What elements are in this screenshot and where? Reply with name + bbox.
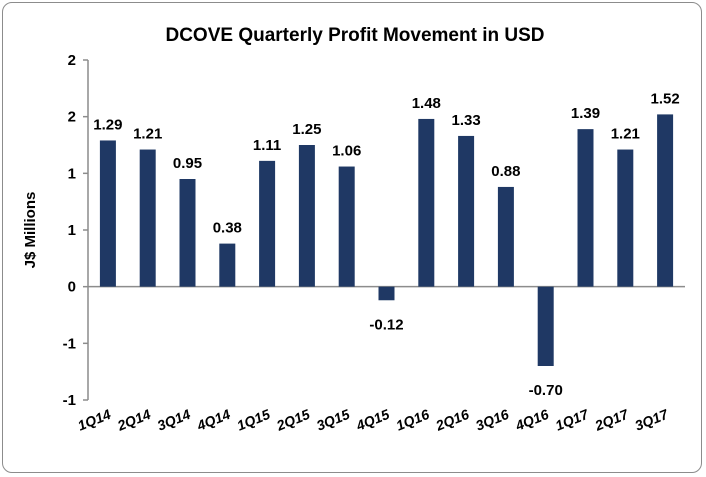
bar-2Q15 xyxy=(298,145,315,287)
bar-4Q14 xyxy=(219,243,236,287)
y-tick-label: 1 xyxy=(68,165,76,182)
x-tick-label: 4Q14 xyxy=(194,406,233,434)
y-tick-label: -1 xyxy=(63,392,76,409)
bar-3Q15 xyxy=(338,166,355,287)
x-tick-label: 2Q16 xyxy=(433,406,472,434)
x-tick-label: 3Q17 xyxy=(632,405,671,433)
x-tick-label: 3Q14 xyxy=(155,406,193,434)
bar-1Q14 xyxy=(99,140,116,287)
y-tick-label: -1 xyxy=(63,335,76,352)
x-tick-label: 2Q14 xyxy=(114,406,153,434)
data-label-1Q15: 1.11 xyxy=(253,137,281,154)
data-label-1Q14: 1.29 xyxy=(93,116,122,133)
x-tick-label: 1Q15 xyxy=(234,406,272,434)
data-label-3Q14: 0.95 xyxy=(173,155,202,172)
y-tick-label: 2 xyxy=(68,52,76,69)
data-label-3Q16: 0.88 xyxy=(491,163,520,180)
data-label-4Q16: -0.70 xyxy=(529,382,563,399)
x-tick-label: 4Q15 xyxy=(353,406,392,434)
chart-title: DCOVE Quarterly Profit Movement in USD xyxy=(165,25,544,46)
bar-1Q16 xyxy=(418,118,435,287)
data-label-1Q17: 1.39 xyxy=(571,105,600,122)
bar-1Q15 xyxy=(259,160,276,287)
data-label-2Q17: 1.21 xyxy=(611,126,640,143)
data-label-1Q16: 1.48 xyxy=(412,95,441,112)
data-label-4Q14: 0.38 xyxy=(213,220,242,237)
y-axis-label: J$ Millions xyxy=(22,192,39,269)
data-label-3Q15: 1.06 xyxy=(332,143,361,160)
data-label-3Q17: 1.52 xyxy=(650,90,679,107)
bar-1Q17 xyxy=(577,129,594,287)
y-tick-label: 1 xyxy=(68,222,76,239)
bar-4Q16 xyxy=(537,286,554,366)
x-tick-label: 1Q14 xyxy=(75,406,113,434)
bar-2Q14 xyxy=(139,149,156,287)
data-label-2Q16: 1.33 xyxy=(451,112,480,129)
bar-4Q15 xyxy=(378,286,395,301)
y-tick-label: 2 xyxy=(68,109,76,126)
data-label-2Q14: 1.21 xyxy=(133,126,162,143)
bar-3Q17 xyxy=(657,114,674,287)
x-tick-label: 1Q17 xyxy=(553,405,592,433)
x-tick-label: 2Q17 xyxy=(592,405,632,433)
data-label-2Q15: 1.25 xyxy=(292,121,321,138)
bar-2Q16 xyxy=(458,135,475,287)
data-label-4Q15: -0.12 xyxy=(369,316,403,333)
x-tick-label: 2Q15 xyxy=(273,406,312,434)
x-tick-label: 4Q16 xyxy=(512,406,551,434)
x-tick-label: 3Q15 xyxy=(314,406,352,434)
x-tick-label: 3Q16 xyxy=(473,406,511,434)
x-tick-label: 1Q16 xyxy=(394,406,432,434)
bar-3Q16 xyxy=(497,186,514,287)
bar-3Q14 xyxy=(179,179,196,287)
y-tick-label: 0 xyxy=(68,279,76,296)
bar-2Q17 xyxy=(617,149,634,287)
